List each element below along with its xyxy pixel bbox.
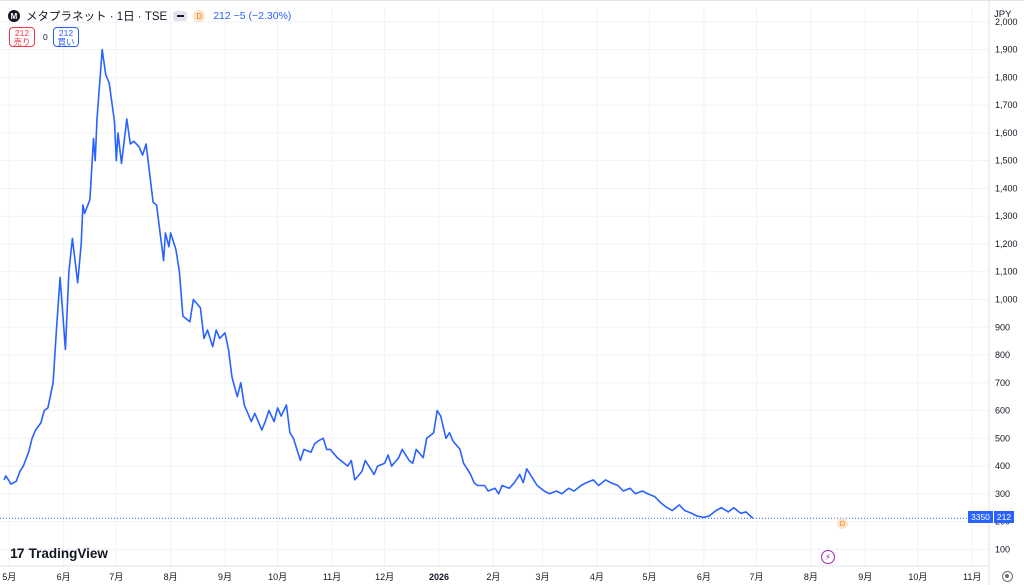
price-change-text: 212 −5 (−2.30%) xyxy=(213,10,292,22)
y-tick-label: 800 xyxy=(995,350,1010,360)
y-tick-label: 1,400 xyxy=(995,183,1018,193)
y-tick-label: 1,600 xyxy=(995,128,1018,138)
y-tick-label: 100 xyxy=(995,544,1010,554)
dividend-badge[interactable]: D xyxy=(193,10,206,22)
y-tick-label: 1,200 xyxy=(995,239,1018,249)
x-tick-label: 7月 xyxy=(109,572,123,582)
y-tick-label: 1,700 xyxy=(995,100,1018,110)
y-tick-label: 2,000 xyxy=(995,17,1018,27)
buy-price: 212 xyxy=(58,28,74,38)
gear-icon[interactable] xyxy=(1002,571,1013,582)
x-tick-label: 5月 xyxy=(642,572,656,582)
x-tick-label: 10月 xyxy=(268,572,287,582)
tradingview-wordmark: TradingView xyxy=(28,545,108,561)
symbol-logo-icon: M xyxy=(8,10,20,22)
sell-label: 売り xyxy=(13,37,31,47)
spread-value: 0 xyxy=(43,32,48,42)
buy-label: 買い xyxy=(57,37,75,47)
x-tick-label: 12月 xyxy=(375,572,394,582)
sell-price: 212 xyxy=(14,28,30,38)
x-tick-label: 8月 xyxy=(804,572,818,582)
sell-button[interactable]: 212 売り xyxy=(9,27,35,47)
y-tick-label: 1,100 xyxy=(995,267,1018,277)
x-tick-label: 5月 xyxy=(2,572,16,582)
last-price-tag: 3350 212 xyxy=(968,511,1015,523)
y-tick-label: 1,800 xyxy=(995,72,1018,82)
x-tick-label: 11月 xyxy=(323,572,341,582)
x-tick-label: 10月 xyxy=(908,572,927,582)
price-tag-value: 212 xyxy=(993,511,1015,523)
x-tick-label: 3月 xyxy=(535,572,549,582)
x-tick-label: 2月 xyxy=(486,572,500,582)
buy-button[interactable]: 212 買い xyxy=(53,27,79,47)
dividend-marker-icon[interactable]: D xyxy=(837,518,848,529)
y-tick-label: 500 xyxy=(995,433,1010,443)
x-tick-label: 4月 xyxy=(590,572,604,582)
y-tick-label: 400 xyxy=(995,461,1010,471)
tradingview-logo[interactable]: 17 TradingView xyxy=(10,545,108,561)
x-tick-label: 11月 xyxy=(963,572,981,582)
x-tick-label: 9月 xyxy=(858,572,872,582)
x-tick-label: 6月 xyxy=(697,572,711,582)
symbol-title[interactable]: メタプラネット · 1日 · TSE xyxy=(26,11,168,23)
price-tag-time: 3350 xyxy=(968,511,994,523)
x-tick-label: 9月 xyxy=(218,572,232,582)
tradingview-mark-icon: 17 xyxy=(10,545,25,561)
currency-label[interactable]: JPY xyxy=(994,9,1012,20)
collapse-icon[interactable] xyxy=(173,11,188,21)
y-tick-label: 1,300 xyxy=(995,211,1018,221)
y-tick-label: 1,000 xyxy=(995,294,1018,304)
lightning-icon[interactable]: ⚡ xyxy=(821,550,835,564)
price-series-line[interactable] xyxy=(3,48,754,519)
x-tick-label: 7月 xyxy=(749,572,763,582)
x-tick-label: 2026 xyxy=(429,572,449,582)
y-tick-label: 700 xyxy=(995,378,1010,388)
x-tick-label: 6月 xyxy=(57,572,71,582)
y-tick-label: 300 xyxy=(995,489,1010,499)
y-tick-label: 1,500 xyxy=(995,156,1018,166)
y-tick-label: 900 xyxy=(995,322,1010,332)
chart-header: M メタプラネット · 1日 · TSE D 212 −5 (−2.30%) xyxy=(8,8,291,24)
x-tick-label: 8月 xyxy=(164,572,178,582)
y-tick-label: 1,900 xyxy=(995,45,1018,55)
y-tick-label: 600 xyxy=(995,406,1010,416)
